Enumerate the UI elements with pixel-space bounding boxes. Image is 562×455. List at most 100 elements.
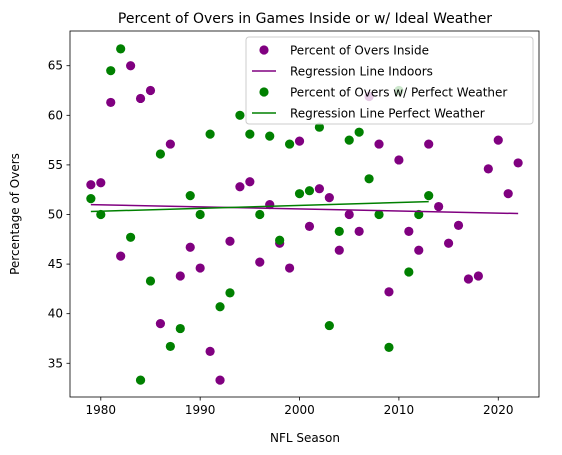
data-point bbox=[304, 221, 315, 231]
data-point bbox=[235, 110, 245, 120]
data-point bbox=[394, 155, 404, 165]
data-point bbox=[86, 194, 96, 204]
y-tick-label: 55 bbox=[48, 158, 63, 172]
data-point bbox=[414, 245, 424, 255]
data-point bbox=[165, 341, 175, 352]
data-point bbox=[483, 164, 493, 174]
data-point bbox=[513, 158, 523, 168]
data-point bbox=[404, 226, 414, 236]
series-regression-line-perfect-weather bbox=[90, 200, 429, 213]
legend-label: Regression Line Perfect Weather bbox=[290, 107, 485, 121]
data-point bbox=[463, 274, 474, 284]
data-point bbox=[96, 178, 106, 188]
plot-frame bbox=[69, 30, 540, 398]
y-tick-label: 45 bbox=[48, 257, 63, 271]
data-point bbox=[344, 135, 354, 145]
data-point bbox=[116, 251, 126, 261]
data-point bbox=[245, 129, 255, 139]
y-tick-label: 60 bbox=[48, 108, 63, 122]
data-point bbox=[294, 136, 305, 146]
plot-area bbox=[86, 44, 523, 385]
data-point bbox=[503, 189, 513, 199]
y-axis-label: Percentage of Overs bbox=[8, 153, 22, 275]
legend-label: Regression Line Indoors bbox=[290, 65, 433, 79]
data-point bbox=[384, 342, 394, 353]
x-tick-label: 1990 bbox=[185, 403, 216, 417]
chart-title: Percent of Overs in Games Inside or w/ I… bbox=[118, 11, 492, 27]
data-point bbox=[294, 189, 305, 199]
data-point bbox=[205, 129, 215, 139]
x-tick-label: 2000 bbox=[284, 403, 315, 417]
data-point bbox=[324, 193, 334, 203]
data-point bbox=[443, 238, 454, 248]
legend-marker bbox=[259, 45, 269, 55]
data-point bbox=[245, 177, 255, 187]
data-point bbox=[324, 320, 334, 331]
data-point bbox=[215, 375, 225, 385]
data-point bbox=[314, 184, 325, 194]
data-point bbox=[205, 346, 215, 356]
y-tick-label: 40 bbox=[48, 307, 63, 321]
data-point bbox=[185, 191, 195, 201]
data-point bbox=[284, 263, 295, 273]
data-point bbox=[225, 236, 235, 246]
x-tick-label: 2020 bbox=[483, 403, 514, 417]
data-point bbox=[195, 263, 205, 273]
data-point bbox=[255, 209, 265, 220]
data-point bbox=[255, 257, 265, 267]
data-point bbox=[354, 226, 364, 236]
data-point bbox=[155, 149, 166, 159]
series-percent-of-overs-w-perfect-weather bbox=[86, 44, 434, 385]
data-point bbox=[453, 220, 464, 231]
data-point bbox=[106, 97, 116, 108]
data-point bbox=[175, 323, 185, 334]
data-point bbox=[195, 209, 205, 220]
data-point bbox=[86, 180, 96, 190]
data-point bbox=[145, 85, 156, 96]
data-point bbox=[304, 186, 315, 196]
axes: 1980 1990 2000 2010 2020 35 40 45 50 55 60 65 bbox=[48, 59, 514, 417]
data-point bbox=[424, 191, 434, 201]
data-point bbox=[384, 287, 394, 297]
data-point bbox=[424, 139, 434, 149]
regression-line bbox=[90, 200, 429, 213]
y-tick-label: 50 bbox=[48, 207, 63, 221]
data-point bbox=[235, 182, 245, 192]
data-point bbox=[116, 44, 126, 54]
data-point bbox=[374, 209, 384, 220]
data-point bbox=[175, 271, 185, 281]
data-point bbox=[473, 271, 483, 281]
data-point bbox=[165, 139, 175, 149]
data-point bbox=[434, 201, 444, 212]
data-point bbox=[284, 139, 295, 149]
data-point bbox=[155, 319, 166, 329]
data-point bbox=[265, 131, 275, 141]
data-point bbox=[225, 288, 235, 298]
data-point bbox=[344, 209, 354, 220]
data-point bbox=[145, 276, 156, 286]
data-point bbox=[96, 209, 106, 220]
x-axis-label: NFL Season bbox=[270, 431, 340, 445]
data-point bbox=[314, 122, 325, 132]
data-point bbox=[374, 139, 384, 149]
y-tick-label: 35 bbox=[48, 356, 63, 370]
data-point bbox=[364, 174, 374, 184]
data-point bbox=[135, 375, 146, 385]
legend-label: Percent of Overs w/ Perfect Weather bbox=[290, 86, 507, 100]
data-point bbox=[106, 66, 116, 76]
x-tick-label: 2010 bbox=[384, 403, 415, 417]
data-point bbox=[354, 127, 364, 137]
data-point bbox=[126, 232, 136, 242]
data-point bbox=[126, 61, 136, 71]
data-point bbox=[404, 267, 414, 277]
data-point bbox=[493, 135, 503, 145]
regression-line bbox=[90, 203, 519, 215]
legend-label: Percent of Overs Inside bbox=[290, 44, 429, 58]
legend: Percent of Overs Inside Regression Line I… bbox=[245, 36, 534, 125]
data-point bbox=[275, 235, 285, 245]
series-regression-line-indoors bbox=[90, 203, 519, 215]
y-tick-label: 65 bbox=[48, 59, 63, 73]
data-point bbox=[334, 226, 344, 236]
data-point bbox=[215, 302, 225, 312]
